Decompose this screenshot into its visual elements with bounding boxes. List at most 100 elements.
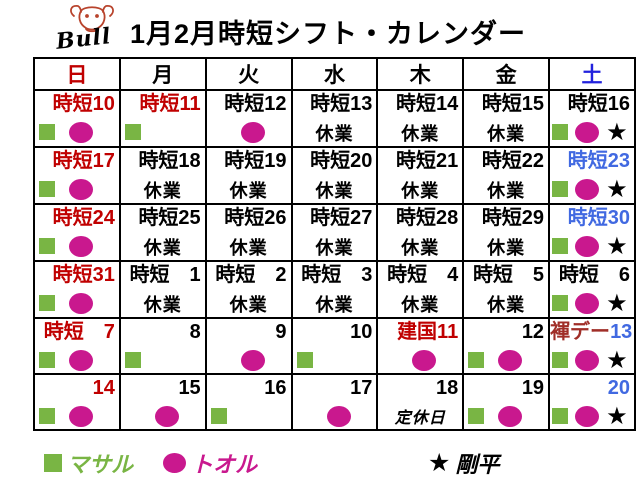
calendar-cell: 時短 2 休業 — [204, 260, 293, 319]
calendar-cell: 時短16 ★ — [548, 89, 636, 148]
calendar-cell: 14 — [33, 373, 121, 431]
weekday-header-1: 月 — [118, 57, 207, 91]
calendar-cell: 時短22 休業 — [462, 146, 551, 205]
shift-marks — [207, 404, 291, 428]
closed-label: 休業 — [143, 238, 182, 258]
shift-marks — [293, 348, 377, 372]
tooru-circle-icon — [163, 453, 186, 473]
date-label: 時短30 — [567, 207, 630, 229]
closed-label: 休業 — [487, 181, 526, 201]
tooru-circle-icon — [69, 405, 93, 427]
bull-logo: Bull — [55, 2, 132, 56]
calendar-cell: 時短23 ★ — [548, 146, 636, 205]
masaru-square-icon — [210, 408, 227, 424]
shift-marks — [35, 348, 119, 372]
date-label: 時短12 — [224, 93, 287, 115]
calendar-cell: 建国11 — [376, 317, 465, 375]
date-label: 時短28 — [395, 207, 459, 229]
legend-item-masaru: マサル — [44, 447, 133, 479]
calendar-cell: 時短24 — [33, 203, 121, 262]
tooru-circle-icon — [498, 405, 523, 427]
shift-marks — [35, 234, 119, 258]
masaru-square-icon — [124, 124, 141, 140]
gouhei-star-icon: ★ — [606, 346, 628, 374]
date-label: 時短 2 — [215, 264, 287, 286]
weekday-header-0: 日 — [33, 57, 121, 91]
tooru-circle-icon — [69, 121, 93, 143]
date-label: 時短11 — [139, 93, 201, 115]
masaru-square-icon — [39, 124, 55, 140]
closed-label: 休業 — [143, 295, 182, 315]
masaru-square-icon — [552, 352, 569, 368]
shift-marks — [207, 120, 291, 144]
legend-item-tooru: トオル — [163, 447, 257, 479]
date-label: 19 — [521, 377, 545, 399]
date-label: 時短26 — [224, 207, 287, 229]
date-label: 時短 5 — [472, 264, 545, 286]
calendar-cell: 時短 1 休業 — [118, 260, 207, 319]
shift-marks — [35, 177, 119, 201]
calendar-cell: 時短 3 休業 — [290, 260, 379, 319]
shift-marks — [464, 404, 548, 428]
closed-label: 休業 — [401, 124, 440, 144]
calendar-week-3: 時短24 時短25 休業 時短26 休業 時短27 休業 時短28 休業 時短29 休業 時短30 ★ — [33, 203, 636, 262]
calendar-cell: 時短 7 — [33, 317, 121, 375]
gouhei-star-icon: ★ — [606, 232, 628, 260]
closed-label: 休業 — [401, 238, 440, 258]
masaru-square-icon — [124, 352, 141, 368]
calendar-cell: 20 ★ — [548, 373, 636, 431]
calendar-week-1: 時短10 時短11 時短12 時短13 休業 時短14 休業 時短15 休業 時短16 ★ — [33, 89, 636, 148]
calendar-cell: 時短27 休業 — [290, 203, 379, 262]
tooru-circle-icon — [69, 292, 93, 314]
masaru-square-icon — [552, 408, 569, 424]
shift-marks — [207, 348, 291, 372]
date-label: 時短16 — [567, 93, 630, 115]
tooru-circle-icon — [575, 349, 600, 371]
shift-marks — [121, 120, 205, 144]
date-label: 褌デー13 — [550, 321, 633, 343]
gouhei-star-icon: ★ — [606, 289, 628, 317]
closed-label: 休業 — [315, 295, 354, 315]
closed-label: 定休日 — [394, 410, 446, 427]
calendar-cell: 時短 4 休業 — [376, 260, 465, 319]
tooru-circle-icon — [240, 349, 265, 371]
calendar-cell: 時短19 休業 — [204, 146, 293, 205]
date-label: 17 — [350, 377, 373, 399]
date-label: 時短 7 — [43, 321, 115, 343]
closed-label: 休業 — [229, 238, 268, 258]
calendar-week-6: 14 15 16 17 18 定休日 19 20 ★ — [33, 373, 636, 431]
weekday-header-5: 金 — [462, 57, 551, 91]
calendar-cell: 時短15 休業 — [462, 89, 551, 148]
date-label: 時短14 — [395, 93, 459, 115]
closed-label: 休業 — [143, 181, 182, 201]
calendar-cell: 時短12 — [204, 89, 293, 148]
calendar-cell: 時短18 休業 — [118, 146, 207, 205]
weekday-header-2: 火 — [204, 57, 293, 91]
closed-label: 休業 — [229, 181, 268, 201]
tooru-circle-icon — [575, 405, 600, 427]
date-label: 時短 1 — [129, 264, 201, 286]
date-label: 時短24 — [52, 207, 115, 229]
calendar-cell: 16 — [204, 373, 293, 431]
calendar-cell: 時短11 — [118, 89, 207, 148]
calendar-cell: 時短21 休業 — [376, 146, 465, 205]
date-label: 時短25 — [138, 207, 201, 229]
date-label: 時短 4 — [387, 264, 459, 286]
closed-label: 休業 — [315, 124, 354, 144]
date-label: 時短22 — [481, 150, 545, 172]
closed-label: 休業 — [315, 238, 354, 258]
calendar-cell: 15 — [118, 373, 207, 431]
shift-marks: ★ — [550, 234, 634, 258]
date-label: 時短29 — [481, 207, 545, 229]
closed-label: 休業 — [487, 295, 526, 315]
masaru-square-icon — [39, 181, 55, 197]
masaru-square-icon — [552, 295, 569, 311]
weekday-header-3: 水 — [290, 57, 379, 91]
date-label: 時短20 — [310, 150, 373, 172]
tooru-circle-icon — [240, 121, 265, 143]
date-label: 8 — [189, 321, 201, 343]
calendar-cell: 時短17 — [33, 146, 121, 205]
closed-label: 休業 — [487, 238, 526, 258]
date-label: 時短27 — [310, 207, 373, 229]
tooru-circle-icon — [575, 235, 600, 257]
